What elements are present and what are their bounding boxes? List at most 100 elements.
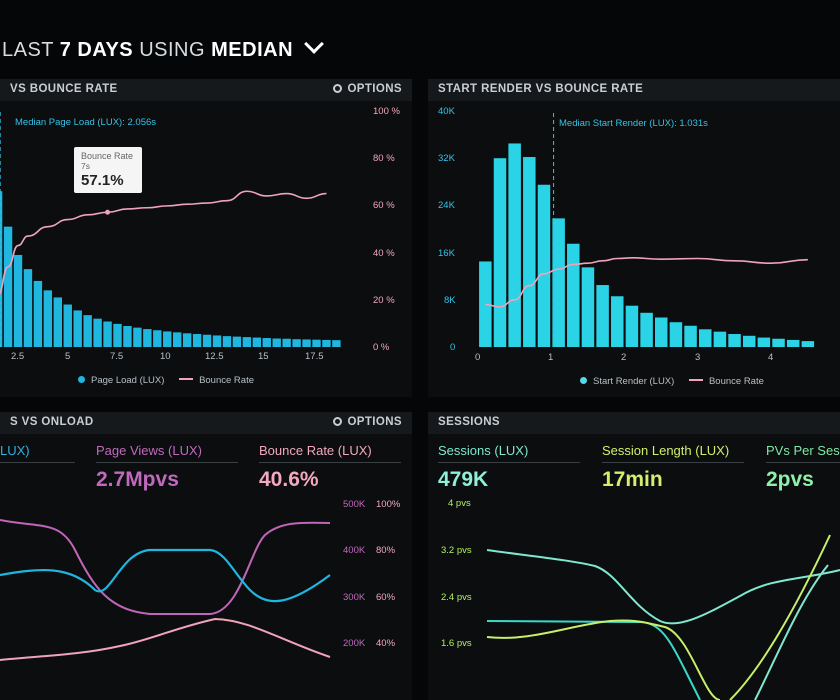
bounce-rate-tooltip: Bounce Rate 7s 57.1% [74, 147, 142, 193]
page-views-line [0, 519, 331, 615]
stat-value: 40.6% [259, 468, 319, 491]
page-load-bar [23, 269, 33, 347]
options-button[interactable]: OPTIONS [333, 416, 402, 428]
start-render-bar [786, 339, 800, 347]
legend-bar-label: Start Render (LUX) [593, 376, 675, 387]
options-label: OPTIONS [347, 83, 402, 95]
pvs-tick: 1.6 pvs [441, 638, 472, 649]
page-load-bar [123, 325, 132, 347]
options-label: OPTIONS [347, 416, 402, 428]
right-tick: 60 % [373, 200, 395, 211]
stat-underline [0, 462, 75, 463]
page-load-bar [73, 310, 82, 347]
stat-label: Session Length (LUX) [602, 443, 730, 458]
page-load-bar [163, 331, 172, 347]
page-load-bar [202, 334, 212, 347]
page-load-bar [192, 334, 202, 347]
start-render-bar [567, 243, 580, 347]
title-days: 7 DAYS [59, 39, 134, 61]
stat-underline [96, 462, 238, 463]
x-tick: 5 [65, 351, 71, 362]
page-load-bar [103, 321, 112, 347]
legend-line-icon [688, 379, 703, 381]
title-prefix: LAST [2, 39, 54, 61]
start-render-bar [537, 184, 551, 347]
start-render-bar [669, 322, 683, 347]
top-header: LAST 7 DAYS USING MEDIAN [0, 24, 840, 78]
start-render-bar [655, 317, 668, 347]
panel-title: VS BOUNCE RATE [10, 83, 118, 95]
page-load-bar [93, 318, 102, 347]
right-tick: 0 % [373, 342, 390, 353]
legend-dot-icon [580, 377, 587, 384]
options-button[interactable]: OPTIONS [333, 83, 402, 95]
chart-legend: Page Load (LUX) Bounce Rate [78, 375, 254, 386]
legend-dot-icon [78, 376, 85, 383]
page-load-bar [143, 329, 152, 347]
x-tick: 1 [548, 352, 554, 363]
chart-legend: Start Render (LUX) Bounce Rate [580, 376, 764, 387]
pct-tick: 80% [376, 545, 396, 556]
bounce-rate-point [105, 209, 111, 215]
stat-value: 2pvs [766, 468, 814, 491]
start-render-bar [640, 312, 653, 347]
page-load-bar [232, 336, 242, 347]
start-render-bar [772, 338, 785, 347]
start-render-bar [698, 329, 712, 347]
page-load-bar [43, 290, 53, 347]
stat-label: Bounce Rate (LUX) [259, 443, 372, 458]
panel-sessions: SESSIONS [428, 412, 840, 700]
panel-title: S VS ONLOAD [10, 416, 94, 428]
right-tick: 20 % [373, 295, 395, 306]
legend-line-label: Bounce Rate [708, 376, 764, 387]
right-tick: 80 % [373, 153, 395, 164]
median-label: Median Page Load (LUX): 2.056s [15, 117, 157, 128]
left-tick: 32K [438, 153, 455, 164]
x-tick: 10 [160, 351, 171, 362]
panel-header: SESSIONS [428, 412, 840, 434]
sessions-line [486, 549, 840, 625]
x-tick: 17.5 [305, 351, 324, 362]
x-tick: 15 [258, 351, 269, 362]
start-render-bar [742, 335, 756, 347]
page-load-bar [262, 338, 271, 347]
start-render-bar [523, 157, 536, 347]
start-render-bar [728, 334, 741, 347]
pct-tick: 60% [376, 592, 396, 603]
pvs-line [486, 619, 721, 700]
panel-onload: S VS ONLOAD OPTIONS [0, 412, 412, 700]
pct-tick: 40% [376, 638, 396, 649]
tooltip-value: 57.1% [81, 172, 124, 189]
stat-underline [259, 462, 401, 463]
start-render-bar [713, 331, 727, 347]
start-render-bar [552, 218, 565, 347]
tooltip-title: Bounce Rate [81, 151, 134, 161]
stat-label: Sessions (LUX) [438, 443, 529, 458]
page-load-bar [252, 337, 261, 347]
bounce-rate-line [485, 256, 808, 308]
page-load-bar [53, 297, 62, 347]
page-load-bar [322, 339, 331, 347]
pct-tick: 100% [376, 499, 401, 510]
page-load-bar [153, 330, 162, 347]
page-load-bar [212, 335, 222, 347]
right-tick: 40 % [373, 248, 395, 259]
panel-title: SESSIONS [438, 416, 500, 428]
session-length-line [486, 620, 701, 700]
k-tick: 500K [343, 499, 366, 510]
start-render-bar [611, 296, 624, 347]
panel-header: START RENDER VS BOUNCE RATE [428, 79, 840, 101]
title-median: MEDIAN [211, 39, 294, 61]
period-selector[interactable]: LAST 7 DAYS USING MEDIAN [2, 34, 324, 62]
x-tick: 3 [695, 352, 701, 363]
x-tick: 0 [475, 352, 481, 363]
start-render-bar [596, 285, 609, 347]
pvs-tick: 3.2 pvs [441, 545, 472, 556]
stat-underline [438, 462, 580, 463]
legend-line-icon [179, 378, 194, 380]
stat-label: Page Views (LUX) [96, 443, 202, 458]
k-tick: 200K [343, 638, 366, 649]
bounce-rate-line [0, 190, 327, 295]
left-tick: 24K [438, 200, 455, 211]
